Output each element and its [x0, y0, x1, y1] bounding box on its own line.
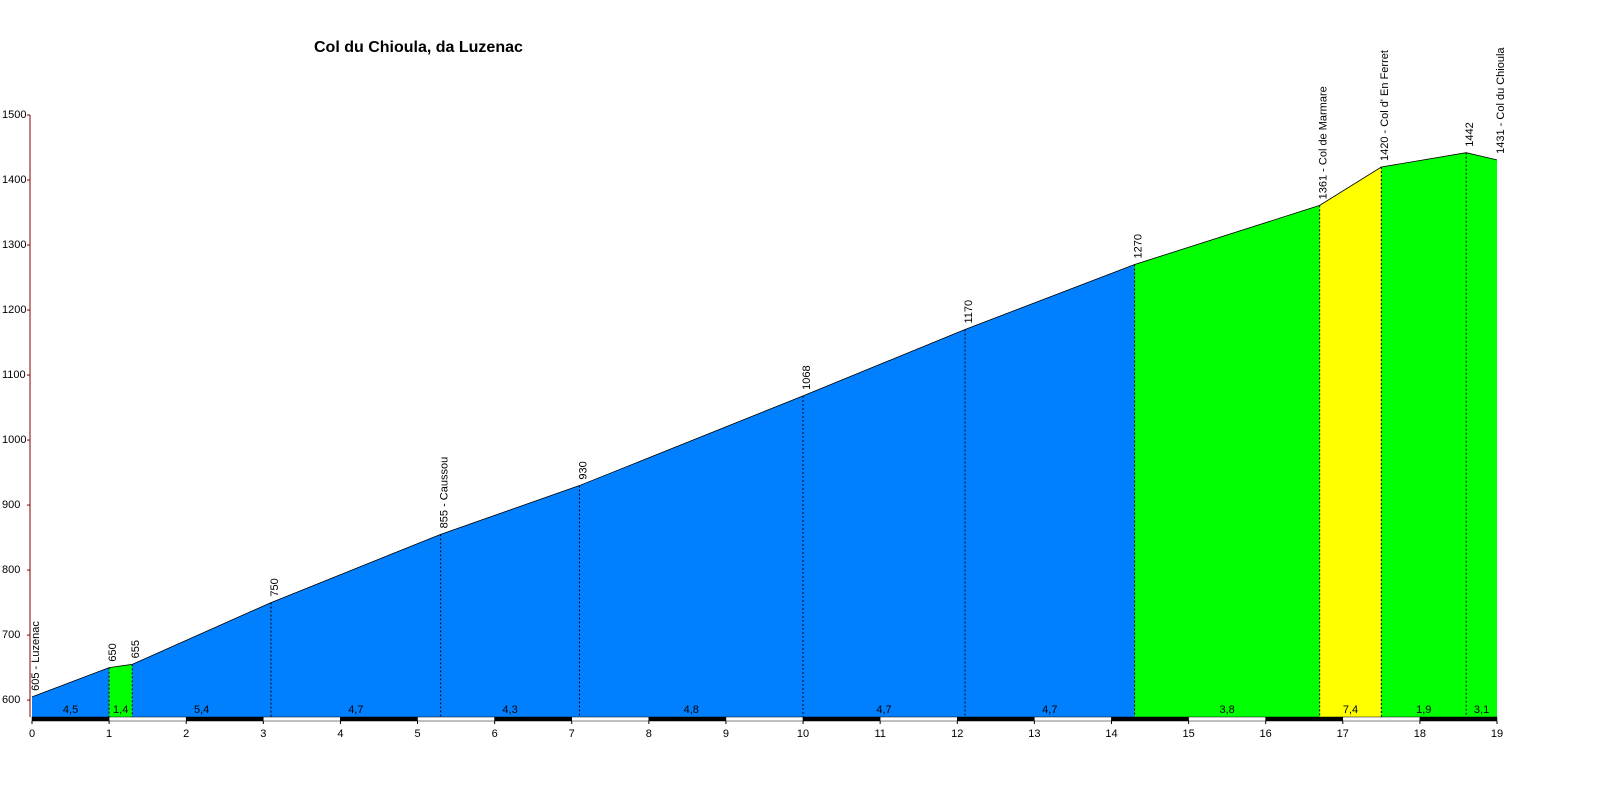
- km-bar: [1188, 716, 1266, 722]
- km-bar: [648, 716, 727, 722]
- chart-title: Col du Chioula, da Luzenac: [314, 39, 523, 56]
- point-label: 750: [269, 578, 281, 596]
- point-label: 1361 - Col de Marmare: [1318, 86, 1330, 199]
- km-bar: [957, 716, 1035, 722]
- point-label: 1270: [1133, 234, 1145, 258]
- x-tick-label: 19: [1491, 728, 1503, 740]
- point-label: 605 - Luzenac: [30, 621, 42, 691]
- x-tick-label: 5: [414, 728, 420, 740]
- x-tick-label: 18: [1414, 728, 1426, 740]
- gradient-label: 4,7: [348, 704, 363, 716]
- y-tick-label: 1100: [2, 369, 26, 381]
- y-tick-label: 800: [2, 564, 20, 576]
- point-label: 855 - Caussou: [439, 457, 451, 529]
- x-tick-label: 15: [1182, 728, 1194, 740]
- x-tick-label: 2: [183, 728, 189, 740]
- gradient-label: 1,4: [113, 704, 128, 716]
- profile-segment: [1381, 152, 1467, 717]
- x-tick-label: 11: [874, 728, 885, 740]
- y-tick-label: 900: [2, 499, 20, 511]
- km-bar: [1111, 716, 1189, 722]
- x-tick-label: 13: [1028, 728, 1040, 740]
- x-tick-label: 9: [723, 728, 729, 740]
- point-label: 1170: [963, 300, 975, 324]
- y-tick-label: 1500: [2, 109, 26, 121]
- km-bar: [1265, 716, 1344, 722]
- gradient-label: 4,7: [1042, 704, 1057, 716]
- point-label: 650: [107, 643, 119, 661]
- x-tick-label: 4: [337, 728, 343, 740]
- km-bar: [571, 716, 650, 722]
- km-bar: [494, 716, 572, 722]
- y-tick-label: 1200: [2, 304, 26, 316]
- km-bar: [263, 716, 341, 722]
- km-bar: [1342, 716, 1421, 722]
- km-bar: [340, 716, 418, 722]
- km-bar: [417, 716, 495, 722]
- km-bar: [802, 716, 881, 722]
- point-label: 1431 - Col du Chioula: [1495, 47, 1507, 154]
- profile-segment: [109, 664, 133, 717]
- y-tick-label: 1300: [2, 239, 26, 251]
- profile-segment: [32, 667, 110, 717]
- km-bar: [879, 716, 958, 722]
- x-tick-label: 16: [1260, 728, 1272, 740]
- x-tick-label: 3: [260, 728, 266, 740]
- gradient-label: 1,9: [1416, 704, 1431, 716]
- y-tick-label: 600: [2, 694, 20, 706]
- gradient-label: 4,7: [876, 704, 891, 716]
- km-bar: [31, 716, 110, 722]
- x-tick-label: 6: [492, 728, 498, 740]
- point-label: 1442: [1464, 122, 1476, 146]
- y-tick-label: 1400: [2, 174, 26, 186]
- km-bar: [108, 716, 187, 722]
- x-tick-label: 14: [1105, 728, 1117, 740]
- gradient-label: 7,4: [1343, 704, 1358, 716]
- profile-segment: [132, 602, 272, 717]
- profile-segment: [1319, 167, 1382, 717]
- x-tick-label: 17: [1337, 728, 1349, 740]
- gradient-label: 4,3: [502, 704, 517, 716]
- km-bar: [1034, 716, 1112, 722]
- gradient-label: 5,4: [194, 704, 209, 716]
- x-tick-label: 12: [951, 728, 963, 740]
- y-tick-label: 700: [2, 629, 20, 641]
- gradient-label: 3,8: [1219, 704, 1234, 716]
- km-bar: [725, 716, 804, 722]
- profile-segment: [803, 329, 965, 717]
- profile-segment: [964, 264, 1135, 717]
- profile-segment: [440, 485, 580, 717]
- x-tick-label: 10: [797, 728, 809, 740]
- profile-segment: [1134, 205, 1320, 718]
- profile-segment: [271, 534, 441, 717]
- point-label: 655: [130, 640, 142, 658]
- profile-segment: [579, 395, 804, 717]
- point-label: 1420 - Col d' En Ferret: [1379, 50, 1391, 161]
- x-tick-label: 7: [569, 728, 575, 740]
- x-tick-label: 0: [29, 728, 35, 740]
- gradient-label: 3,1: [1474, 704, 1489, 716]
- x-tick-label: 1: [106, 728, 112, 740]
- point-label: 930: [577, 461, 589, 479]
- km-bar: [1419, 716, 1498, 722]
- profile-segment: [1466, 152, 1497, 717]
- y-tick-label: 1000: [2, 434, 26, 446]
- gradient-label: 4,5: [63, 704, 78, 716]
- point-label: 1068: [801, 365, 813, 389]
- x-tick-label: 8: [646, 728, 652, 740]
- gradient-label: 4,8: [684, 704, 699, 716]
- km-bar: [185, 716, 264, 722]
